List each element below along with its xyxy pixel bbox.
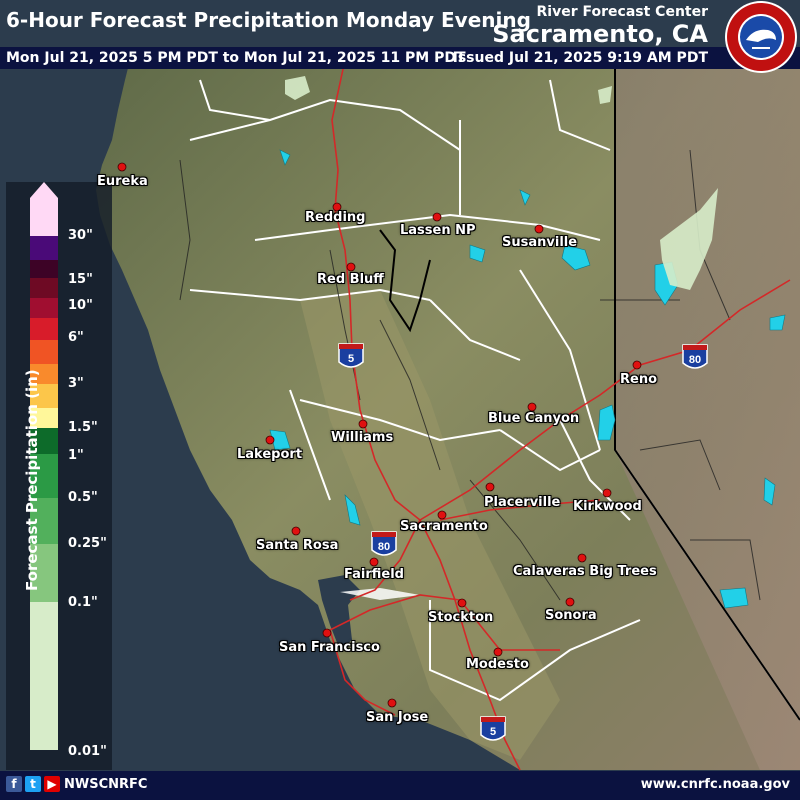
hwy-shield: 5 (480, 716, 506, 741)
legend-label: 0.01" (68, 744, 107, 759)
city-label-calaveras: Calaveras Big Trees (513, 564, 657, 579)
city-label-stockton: Stockton (428, 610, 494, 625)
legend-label: 1" (68, 448, 84, 463)
shield-label: 5 (490, 726, 496, 738)
city-label-blue-canyon: Blue Canyon (488, 411, 580, 426)
shield-label: 80 (378, 541, 390, 553)
legend-label: 1.5" (68, 420, 98, 435)
nevada-region (615, 60, 800, 770)
legend-label: 30" (68, 228, 93, 243)
nws-logo[interactable] (724, 0, 798, 74)
social-links: f t ▶ (6, 776, 60, 792)
lakes (269, 149, 786, 609)
legend-color-bar (30, 182, 58, 750)
legend-label: 0.1" (68, 595, 98, 610)
social-handle[interactable]: NWSCNRFC (64, 777, 148, 792)
legend-label: 0.25" (68, 536, 107, 551)
youtube-icon[interactable]: ▶ (44, 776, 60, 792)
shield-label: 5 (348, 353, 354, 365)
city-label-san-francisco: San Francisco (279, 640, 380, 655)
city-label-susanville: Susanville (502, 235, 578, 250)
hwy-shield: 80 (682, 344, 708, 369)
legend-label: 3" (68, 376, 84, 391)
city-label-sacramento: Sacramento (400, 519, 488, 534)
city-label-redding: Redding (305, 210, 366, 225)
facebook-icon[interactable]: f (6, 776, 22, 792)
legend-label: 10" (68, 298, 93, 313)
time-range: Mon Jul 21, 2025 5 PM PDT to Mon Jul 21,… (6, 50, 466, 66)
rfc-label: River Forecast Center (536, 4, 708, 20)
city-label-fairfield: Fairfield (344, 567, 404, 582)
legend-label: 0.5" (68, 490, 98, 505)
city-label-lakeport: Lakeport (237, 447, 303, 462)
city-label-modesto: Modesto (466, 657, 529, 672)
map-title: 6-Hour Forecast Precipitation Monday Eve… (6, 8, 531, 32)
city-label-williams: Williams (331, 430, 394, 445)
city-label-lassen: Lassen NP (400, 223, 476, 238)
city-label-reno: Reno (620, 372, 658, 387)
legend-label: 15" (68, 272, 93, 287)
shield-label: 80 (689, 354, 701, 366)
precip-legend: Forecast Precipitation (in) 30" 15" 10" … (6, 182, 112, 770)
legend-title: Forecast Precipitation (in) (23, 369, 41, 591)
website-link[interactable]: www.cnrfc.noaa.gov (640, 777, 790, 792)
footer-bar: f t ▶ NWSCNRFC www.cnrfc.noaa.gov (0, 771, 800, 800)
city-label-red-bluff: Red Bluff (317, 272, 384, 287)
twitter-icon[interactable]: t (25, 776, 41, 792)
rfc-city: Sacramento, CA (492, 20, 708, 48)
city-label-eureka: Eureka (97, 174, 148, 189)
precip-areas (285, 76, 718, 290)
hwy-shield: 5 (338, 343, 364, 368)
issued-time: Issued Jul 21, 2025 9:19 AM PDT (452, 50, 708, 66)
city-dots (117, 162, 642, 708)
hwy-shield: 80 (371, 531, 397, 556)
city-label-sonora: Sonora (545, 608, 597, 623)
city-label-santa-rosa: Santa Rosa (256, 538, 339, 553)
city-label-san-jose: San Jose (366, 710, 429, 725)
city-label-placerville: Placerville (484, 495, 561, 510)
city-label-kirkwood: Kirkwood (573, 499, 642, 514)
legend-label: 6" (68, 330, 84, 345)
time-range-bar (0, 47, 800, 69)
